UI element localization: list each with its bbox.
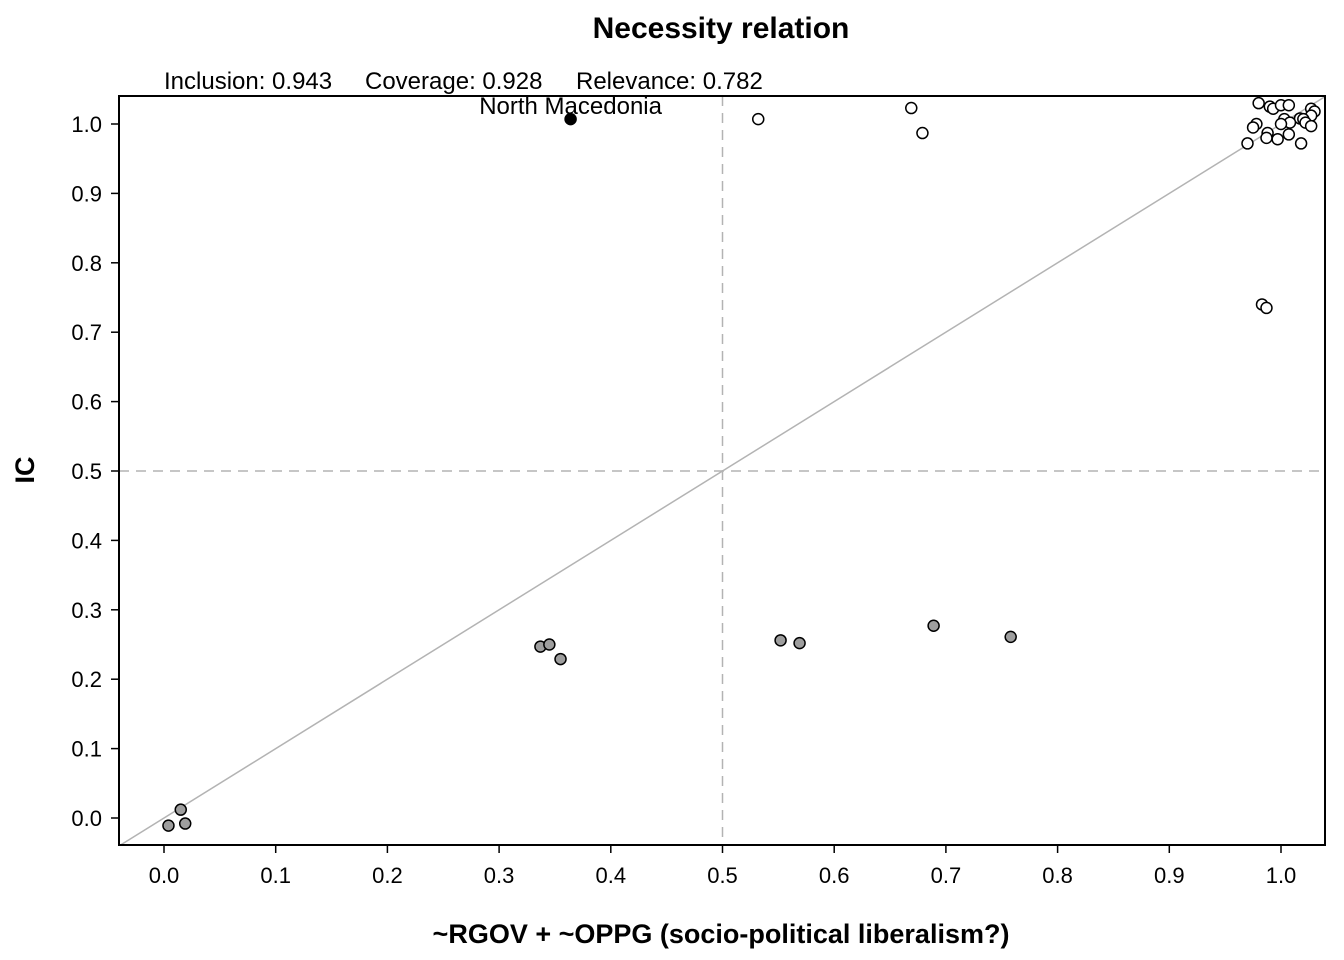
data-point <box>1261 302 1272 313</box>
chart-title: Necessity relation <box>593 12 850 45</box>
x-tick-label: 0.5 <box>707 863 738 888</box>
data-point <box>1242 138 1253 149</box>
y-tick-label: 0.6 <box>71 390 102 415</box>
point-annotation: North Macedonia <box>479 93 662 120</box>
data-point <box>1248 122 1259 133</box>
x-axis-label: ~RGOV + ~OPPG (socio-political liberalis… <box>433 919 1010 949</box>
y-tick-label: 0.4 <box>71 528 102 553</box>
x-tick-label: 0.4 <box>596 863 627 888</box>
y-tick-label: 0.0 <box>71 806 102 831</box>
y-tick-label: 0.7 <box>71 320 102 345</box>
inclusion-stat: Inclusion: 0.943 <box>164 68 332 95</box>
data-point <box>1283 129 1294 140</box>
y-tick-label: 0.3 <box>71 598 102 623</box>
data-point <box>1272 134 1283 145</box>
data-point <box>794 638 805 649</box>
data-point <box>917 128 928 139</box>
data-point <box>1253 98 1264 109</box>
data-point <box>775 635 786 646</box>
data-point <box>1276 119 1287 130</box>
x-tick-label: 0.0 <box>149 863 180 888</box>
reference-lines <box>119 96 1326 846</box>
y-tick-label: 1.0 <box>71 112 102 137</box>
data-point <box>906 103 917 114</box>
y-tick-label: 0.9 <box>71 181 102 206</box>
data-point <box>1296 138 1307 149</box>
data-point <box>175 804 186 815</box>
x-tick-label: 1.0 <box>1266 863 1297 888</box>
data-point <box>753 114 764 125</box>
x-tick-label: 0.8 <box>1042 863 1073 888</box>
data-point <box>1261 132 1272 143</box>
data-point <box>1306 121 1317 132</box>
y-tick-label: 0.1 <box>71 737 102 762</box>
relevance-stat: Relevance: 0.782 <box>576 68 763 95</box>
data-point <box>180 818 191 829</box>
data-point <box>544 639 555 650</box>
y-tick-label: 0.5 <box>71 459 102 484</box>
point-annotations: North Macedonia <box>479 93 662 120</box>
data-point <box>163 820 174 831</box>
x-tick-label: 0.6 <box>819 863 850 888</box>
y-tick-label: 0.2 <box>71 667 102 692</box>
x-tick-label: 0.3 <box>484 863 515 888</box>
x-axis: 0.0 0.1 0.2 0.3 0.4 0.5 0.6 0.7 0.8 0.9 1.0 <box>149 845 1297 888</box>
data-point <box>1005 631 1016 642</box>
x-tick-label: 0.7 <box>931 863 962 888</box>
y-axis-label: IC <box>10 457 40 484</box>
data-point <box>1283 100 1294 111</box>
x-tick-label: 0.2 <box>372 863 403 888</box>
y-axis: 0.0 0.1 0.2 0.3 0.4 0.5 0.6 0.7 0.8 0.9 1.0 <box>71 112 119 831</box>
x-tick-label: 0.1 <box>260 863 291 888</box>
data-point <box>928 620 939 631</box>
coverage-stat: Coverage: 0.928 <box>365 68 542 95</box>
data-point <box>555 654 566 665</box>
x-tick-label: 0.9 <box>1154 863 1185 888</box>
y-tick-label: 0.8 <box>71 251 102 276</box>
